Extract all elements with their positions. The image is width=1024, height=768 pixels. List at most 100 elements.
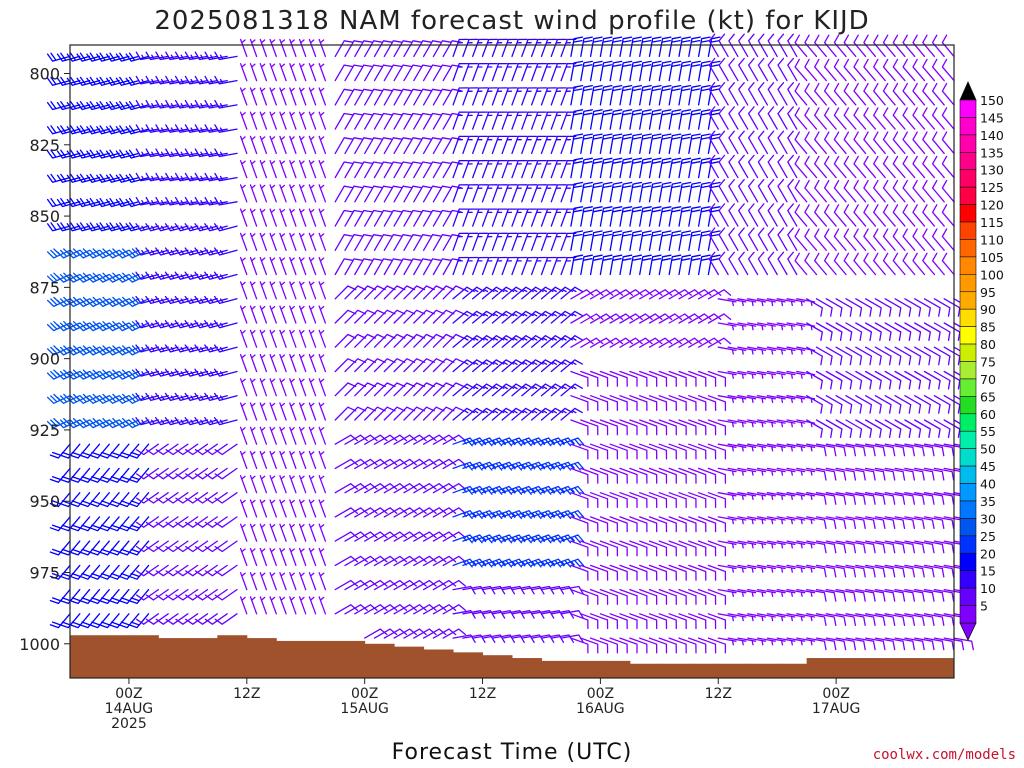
wind-barb xyxy=(298,547,307,567)
wind-barb xyxy=(289,596,297,615)
wind-barb xyxy=(334,483,359,494)
wind-barb xyxy=(678,370,697,387)
wind-barb xyxy=(373,209,393,227)
wind-barb xyxy=(79,516,101,532)
wind-barb xyxy=(105,321,130,332)
wind-barb xyxy=(214,124,238,133)
wind-barb xyxy=(804,107,818,130)
wind-barb xyxy=(855,492,876,505)
wind-barb xyxy=(521,359,544,373)
wind-barb xyxy=(902,228,916,251)
wind-barb xyxy=(289,184,297,203)
wind-barb xyxy=(599,588,619,605)
wind-barb xyxy=(413,185,432,203)
wind-barb xyxy=(678,313,702,324)
wind-barb xyxy=(491,286,515,300)
wind-barb xyxy=(259,402,268,421)
wind-barb xyxy=(599,637,619,654)
wind-barb xyxy=(902,204,916,227)
wind-barb xyxy=(825,346,843,366)
credit-link[interactable]: coolwx.com/models xyxy=(873,747,1016,763)
wind-barb xyxy=(894,540,916,554)
wind-barb xyxy=(697,313,722,324)
wind-barb xyxy=(668,157,682,179)
wind-barb xyxy=(318,572,327,591)
wind-barb xyxy=(403,458,427,470)
wind-barb xyxy=(442,40,462,58)
wind-barb xyxy=(452,184,469,203)
wind-barb xyxy=(373,112,393,130)
wind-barb xyxy=(806,395,823,414)
wind-barb xyxy=(521,534,545,544)
wind-barb xyxy=(89,467,110,483)
terrain-segment xyxy=(364,643,395,678)
wind-barb xyxy=(786,564,806,573)
wind-barb xyxy=(481,87,498,106)
x-tick-label: 12Z xyxy=(469,686,496,702)
wind-barb xyxy=(521,383,544,397)
wind-barb xyxy=(933,419,951,439)
wind-barb xyxy=(194,467,218,480)
wind-barb xyxy=(912,82,926,106)
wind-barb xyxy=(894,516,916,530)
wind-barb xyxy=(747,298,767,307)
wind-barb xyxy=(757,227,769,251)
wind-barb xyxy=(658,254,672,276)
wind-barb xyxy=(96,417,120,429)
wind-barb xyxy=(756,637,776,646)
wind-barb xyxy=(757,251,769,276)
wind-barb xyxy=(239,184,248,203)
wind-barb xyxy=(442,358,465,373)
wind-barb xyxy=(96,369,120,380)
wind-barb xyxy=(413,483,437,494)
wind-barb xyxy=(344,604,368,615)
wind-barb xyxy=(89,540,110,556)
wind-barb xyxy=(432,507,457,518)
wind-barb xyxy=(393,507,417,518)
wind-barb xyxy=(766,588,786,597)
wind-barb xyxy=(49,516,71,532)
wind-barb xyxy=(728,57,739,82)
wind-barb xyxy=(922,131,936,155)
wind-barb xyxy=(422,458,447,470)
wind-barb xyxy=(175,467,199,480)
wind-barb xyxy=(511,335,534,348)
wind-barb xyxy=(560,383,583,397)
wind-barb xyxy=(115,369,140,380)
wind-barb xyxy=(863,204,877,227)
wind-barb xyxy=(589,254,603,276)
wind-barb xyxy=(777,130,788,155)
wind-barb xyxy=(639,313,663,324)
colorbar-swatch xyxy=(959,465,977,484)
wind-barb xyxy=(413,285,435,300)
wind-barb xyxy=(904,443,925,457)
wind-barb xyxy=(747,82,759,106)
wind-barb xyxy=(648,467,668,484)
wind-barb xyxy=(894,419,912,439)
wind-barb xyxy=(874,516,896,530)
wind-barb xyxy=(501,159,518,179)
wind-barb xyxy=(717,419,737,428)
wind-barb xyxy=(766,492,786,501)
wind-barb xyxy=(540,359,564,373)
wind-barb xyxy=(279,402,287,421)
wind-barb xyxy=(175,540,199,553)
wind-barb xyxy=(194,588,218,601)
wind-barb xyxy=(521,87,538,106)
wind-barb xyxy=(96,296,120,308)
wind-barb xyxy=(835,395,853,414)
wind-barb xyxy=(931,204,945,227)
wind-barb xyxy=(204,564,228,577)
wind-barb xyxy=(707,564,727,581)
wind-barb xyxy=(334,40,354,58)
wind-barb xyxy=(383,333,406,348)
wind-barb xyxy=(432,434,457,445)
wind-barb xyxy=(373,40,393,58)
colorbar-swatch xyxy=(959,134,977,153)
wind-barb xyxy=(777,178,788,203)
wind-barb xyxy=(298,63,307,82)
wind-barb xyxy=(796,613,816,622)
wind-barb xyxy=(511,310,534,324)
wind-barb xyxy=(767,82,778,106)
wind-barb xyxy=(269,329,277,348)
